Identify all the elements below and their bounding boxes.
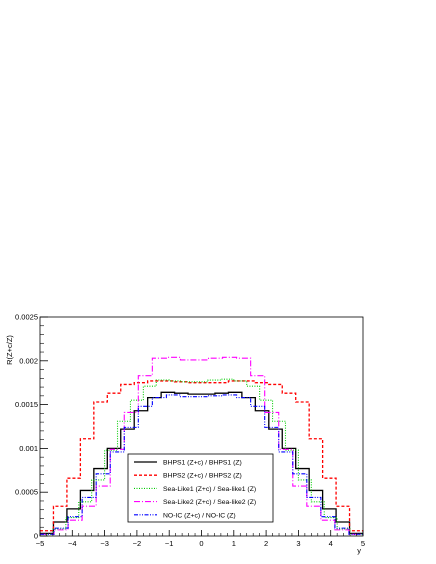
legend-label-4: Sea-Like2 (Z+c) / Sea-like2 (Z) (163, 499, 256, 506)
x-tick-label: −1 (165, 539, 174, 548)
legend: BHPS1 (Z+c) / BHPS1 (Z) BHPS2 (Z+c) / BHP… (127, 453, 274, 523)
series-line-2 (40, 380, 363, 532)
x-tick-label: −3 (100, 539, 109, 548)
series-line-3 (40, 378, 363, 535)
x-tick-label: 4 (329, 539, 333, 548)
series-line-1 (40, 391, 363, 535)
y-tick-label: 0.0015 (15, 400, 38, 409)
x-tick-label: 0 (199, 539, 203, 548)
series-layer (40, 356, 363, 535)
y-tick-label: 0 (34, 532, 38, 541)
legend-label-1: BHPS1 (Z+c) / BHPS1 (Z) (163, 460, 242, 467)
x-tick-label: −2 (133, 539, 142, 548)
x-tick-label: 1 (232, 539, 236, 548)
x-tick-label: 5 (361, 539, 365, 548)
y-tick-label: 0.001 (19, 444, 38, 453)
x-tick-label: −4 (68, 539, 77, 548)
axis-layer: −5 −4 −3 −2 −1 0 1 2 3 4 5 0 0.0005 0.001 0.0015 0.002 0… (15, 313, 365, 549)
x-tick-label: −5 (36, 539, 45, 548)
y-tick-label: 0.0025 (15, 313, 38, 322)
legend-label-5: NO-IC (Z+c) / NO-IC (Z) (163, 512, 236, 519)
legend-label-2: BHPS2 (Z+c) / BHPS2 (Z) (163, 473, 242, 480)
x-axis-title: y (357, 546, 361, 555)
y-tick-label: 0.002 (19, 356, 38, 365)
y-tick-label: 0.0005 (15, 488, 38, 497)
y-axis-title: R(Z+c/Z) (5, 335, 14, 365)
series-line-4 (40, 356, 363, 535)
legend-label-3: Sea-Like1 (Z+c) / Sea-like1 (Z) (163, 486, 256, 493)
x-tick-label: 2 (264, 539, 268, 548)
x-tick-label: 3 (296, 539, 300, 548)
series-line-5 (40, 394, 363, 535)
